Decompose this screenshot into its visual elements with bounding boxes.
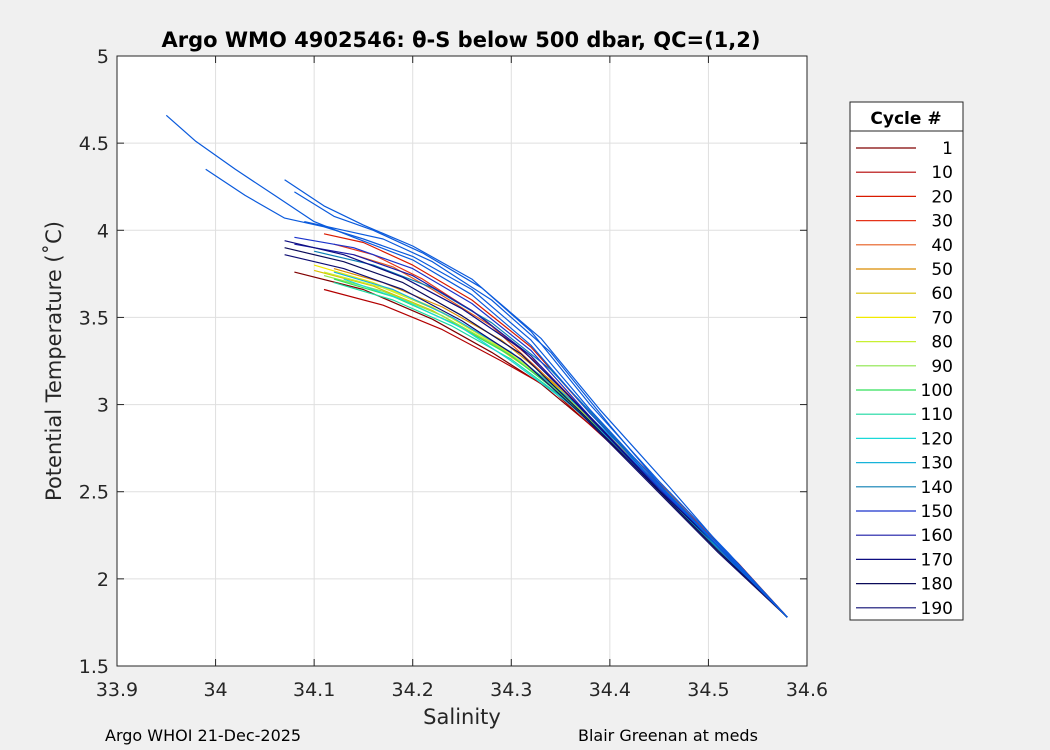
chart-title: Argo WMO 4902546: θ-S below 500 dbar, QC…: [162, 28, 761, 52]
legend-label-100: 100: [921, 381, 953, 401]
legend-label-20: 20: [931, 187, 953, 207]
x-tick-label: 34.6: [786, 679, 828, 701]
x-tick-label: 34.1: [293, 679, 335, 701]
series-line-extra-20: [165, 114, 788, 618]
series-line-extra-24: [304, 221, 788, 618]
legend-label-40: 40: [931, 236, 953, 256]
legend-label-130: 130: [921, 454, 953, 474]
x-tick-label: 34.5: [687, 679, 729, 701]
legend-label-190: 190: [921, 599, 953, 619]
plot-area: [116, 55, 808, 667]
plot-frame: [116, 55, 808, 667]
legend-label-140: 140: [921, 478, 953, 498]
y-tick-label: 2: [97, 569, 109, 591]
series-line-140: [313, 250, 788, 618]
x-tick-label: 34.3: [490, 679, 532, 701]
x-tick-label: 33.9: [96, 679, 138, 701]
y-tick-label: 3: [97, 395, 109, 417]
legend-label-160: 160: [921, 526, 953, 546]
legend-label-90: 90: [931, 357, 953, 377]
legend-box: [849, 101, 964, 621]
x-tick-label: 34.2: [392, 679, 434, 701]
legend-label-10: 10: [931, 163, 953, 183]
x-tick-label: 34: [203, 679, 227, 701]
y-tick-label: 4.5: [79, 133, 109, 155]
footer-left: Argo WHOI 21-Dec-2025: [105, 726, 302, 745]
legend-label-1: 1: [942, 139, 953, 159]
legend-label-170: 170: [921, 550, 953, 570]
series-layer: [165, 114, 788, 618]
legend-label-110: 110: [921, 405, 953, 425]
legend-label-50: 50: [931, 260, 953, 280]
tick-marks: [116, 55, 808, 667]
legend-label-70: 70: [931, 308, 953, 328]
legend-label-120: 120: [921, 429, 953, 449]
series-line-190: [284, 254, 788, 618]
y-axis-label: Potential Temperature (˚C): [42, 221, 66, 501]
y-tick-label: 4: [97, 220, 109, 242]
legend-label-150: 150: [921, 502, 953, 522]
y-tick-labels: 1.5 2 2.5 3 3.5 4 4.5 5: [79, 46, 109, 678]
legend-label-30: 30: [931, 212, 953, 232]
footer-right: Blair Greenan at meds: [578, 726, 758, 745]
y-tick-label: 1.5: [79, 656, 109, 678]
legend-label-80: 80: [931, 333, 953, 353]
legend-title: Cycle #: [870, 109, 941, 129]
y-tick-label: 2.5: [79, 482, 109, 504]
x-tick-label: 34.4: [589, 679, 631, 701]
legend: Cycle # 11020304050607080901001101201301…: [849, 101, 964, 621]
y-tick-label: 5: [97, 46, 109, 68]
legend-label-180: 180: [921, 575, 953, 595]
y-tick-label: 3.5: [79, 307, 109, 329]
legend-label-60: 60: [931, 284, 953, 304]
x-tick-labels: 33.9 34 34.1 34.2 34.3 34.4 34.5 34.6: [96, 679, 828, 701]
plot-background: [117, 56, 807, 666]
x-axis-label: Salinity: [423, 705, 501, 729]
legend-entries: 1102030405060708090100110120130140150160…: [856, 139, 953, 619]
series-line-180: [284, 247, 788, 618]
series-line-extra-23: [294, 191, 788, 618]
